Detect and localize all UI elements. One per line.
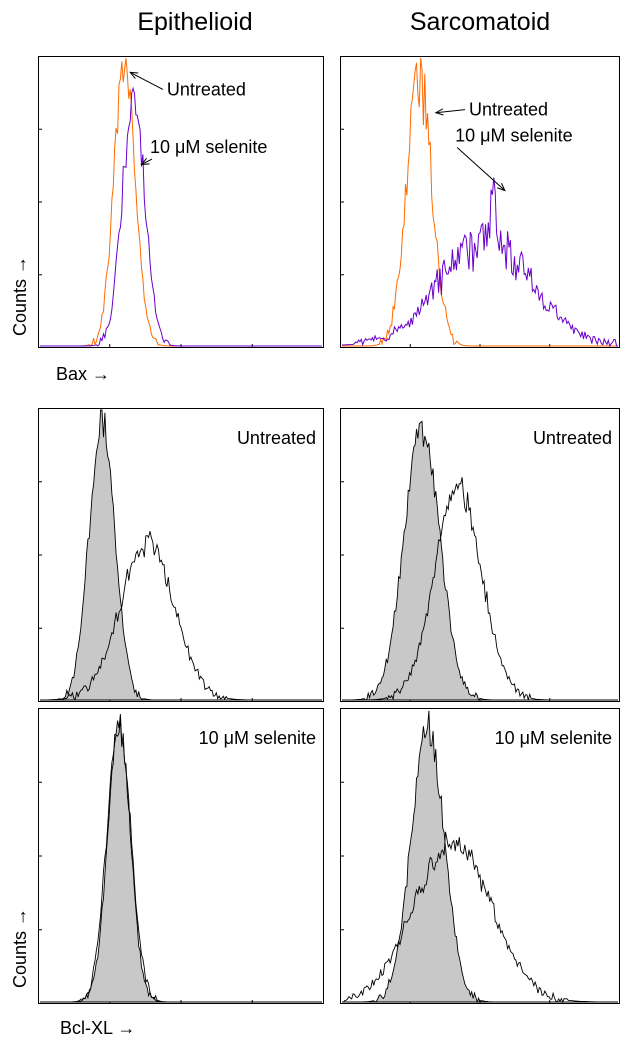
annotation-arrowhead (140, 158, 150, 166)
annotation-arrowhead (129, 71, 139, 79)
control-histogram-filled (40, 409, 322, 701)
plot-frame (340, 408, 620, 702)
annotation-label: Untreated (167, 79, 246, 99)
annotation-arrowhead (497, 183, 506, 192)
series-line-untreated (40, 57, 322, 347)
annotation-arrow (435, 109, 466, 114)
plot-frame (38, 708, 324, 1004)
stained-histogram-outline (40, 531, 322, 701)
panel-title: 10 μM selenite (495, 728, 612, 748)
annotation-label: 10 μM selenite (150, 137, 267, 157)
bax-sarcomatoid-panel: Untreated 10 μM selenite (340, 56, 620, 348)
annotation-label: Untreated (469, 100, 548, 120)
panel-title: Untreated (533, 428, 612, 448)
control-histogram-filled (342, 420, 618, 701)
control-histogram-filled (40, 714, 322, 1003)
annotation-arrow (130, 71, 164, 90)
annotation-label: 10 μM selenite (455, 126, 572, 146)
counts-axis-label-top: Counts → (10, 255, 30, 336)
bclxl-sarcomatoid-selenite-panel: 10 μM selenite (340, 708, 620, 1004)
series-line-untreated (342, 57, 618, 347)
bclxl-epithelioid-selenite-panel: 10 μM selenite (38, 708, 324, 1004)
panel-title: Untreated (237, 428, 316, 448)
bax-axis-label: Bax → (56, 364, 111, 384)
stained-histogram-outline (342, 477, 618, 701)
stained-histogram-outline (342, 831, 618, 1004)
bax-epithelioid-panel: Untreated 10 μM selenite (38, 56, 324, 348)
annotation-arrowhead (434, 108, 444, 116)
bclxl-epithelioid-untreated-panel: Untreated (38, 408, 324, 702)
series-line-selenite (341, 177, 618, 348)
annotation-arrow (456, 147, 506, 191)
stained-histogram-outline (40, 719, 322, 1003)
plot-frame (340, 708, 620, 1004)
column-title-epithelioid: Epithelioid (137, 8, 253, 36)
control-histogram-filled (342, 710, 618, 1004)
counts-axis-label-bottom: Counts → (10, 907, 30, 988)
plot-frame (38, 56, 324, 348)
column-title-sarcomatoid: Sarcomatoid (409, 8, 551, 36)
bclxl-axis-label: Bcl-XL → (60, 1018, 136, 1038)
annotation-arrow (141, 158, 153, 166)
panel-title: 10 μM selenite (199, 728, 316, 748)
series-line-selenite (40, 86, 322, 347)
bclxl-sarcomatoid-untreated-panel: Untreated (340, 408, 620, 702)
